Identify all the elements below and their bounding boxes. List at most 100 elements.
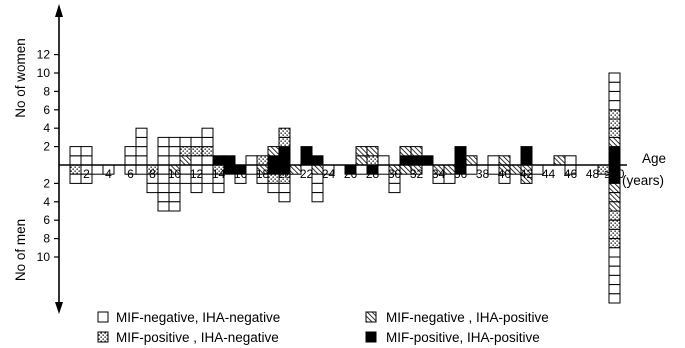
bar-block-women-age-50-black <box>608 155 621 166</box>
bar-block-men-age-14-white <box>212 182 225 194</box>
bar-block-men-age-50-white <box>608 256 621 267</box>
y-tick-label-women: 10 <box>37 66 51 80</box>
bar-block-men-age-9-white <box>157 201 170 212</box>
bar-block-women-age-10-white <box>168 155 181 166</box>
bar-block-men-age-20-white <box>278 192 291 203</box>
bar-block-women-age-37-hatched <box>465 155 478 166</box>
y-tick-label-women: 4 <box>43 121 50 135</box>
bar-block-men-age-3-white <box>91 164 104 175</box>
bar-block-women-age-50-black <box>608 146 621 157</box>
bar-block-women-age-13-dotted <box>201 146 214 157</box>
bar-block-women-age-28-dotted <box>366 155 379 166</box>
bar-block-women-age-12-white <box>190 136 203 148</box>
bar-block-women-age-1-white <box>69 155 82 166</box>
bar-block-men-age-1-dotted <box>69 164 82 175</box>
bar-block-women-age-15-black <box>223 155 236 166</box>
bar-block-women-age-50-white <box>608 81 621 92</box>
bar-block-women-age-42-black <box>520 146 533 157</box>
bar-block-women-age-40-hatched <box>498 155 511 166</box>
x-tick-label: 18 <box>256 167 270 181</box>
x-tick-label: 42 <box>520 167 534 181</box>
bar-block-men-age-50-white <box>608 265 621 276</box>
bar-block-women-age-7-white <box>135 136 148 148</box>
bar-block-women-age-19-black <box>267 155 280 166</box>
legend-label: MIF-negative, IHA-negative <box>116 310 280 325</box>
x-tick-label: 38 <box>476 167 490 181</box>
x-tick-label: 20 <box>278 167 292 181</box>
legend-item-mif-pos-iha-neg: MIF-positive , IHA-negative <box>97 330 279 345</box>
bar-block-women-age-2-white <box>80 146 93 157</box>
bar-block-men-age-30-white <box>388 182 401 194</box>
bar-block-men-age-50-dotted <box>608 219 621 230</box>
bar-block-men-age-40-white <box>498 173 511 184</box>
x-tick-label: 34 <box>432 167 446 181</box>
x-tick-label: 12 <box>190 167 204 181</box>
y-axis-arrow-top <box>55 4 63 17</box>
bar-block-women-age-2-white <box>80 155 93 166</box>
bar-block-men-age-35-white <box>443 173 456 184</box>
bar-block-women-age-50-white <box>608 72 621 83</box>
x-tick-label: 8 <box>149 167 156 181</box>
bar-block-women-age-9-white <box>157 136 170 148</box>
bar-block-women-age-50-dotted <box>608 127 621 138</box>
bar-block-men-age-50-hatched <box>608 182 621 194</box>
x-tick-label: 4 <box>105 167 112 181</box>
bar-block-men-age-42-hatched <box>520 173 533 184</box>
bar-block-women-age-11-white <box>179 136 192 148</box>
bar-block-women-age-22-black <box>300 146 313 157</box>
bar-block-men-age-8-white <box>146 182 159 194</box>
bar-block-women-age-20-dotted <box>278 127 291 138</box>
x-tick-label: 36 <box>454 167 468 181</box>
bar-block-men-age-50-dotted <box>608 228 621 240</box>
bar-block-women-age-22-black <box>300 155 313 166</box>
x-tick-label: 22 <box>300 167 314 181</box>
y-axis-title-women: No of women <box>13 38 28 118</box>
x-tick-label: 10 <box>168 167 182 181</box>
bar-block-women-age-50-white <box>608 100 621 111</box>
bar-block-women-age-28-hatched <box>366 146 379 157</box>
bar-block-women-age-6-white <box>124 155 137 166</box>
x-tick-label: 48 <box>586 167 600 181</box>
x-tick-label: 44 <box>542 167 556 181</box>
y-tick-label-women: 6 <box>43 103 50 117</box>
y-tick-label-men: 2 <box>43 176 50 190</box>
legend-item-mif-neg-iha-neg: MIF-negative, IHA-negative <box>97 310 280 325</box>
x-tick-label: 30 <box>388 167 402 181</box>
bar-block-men-age-23-white <box>311 182 324 194</box>
bar-block-women-age-13-white <box>201 155 214 166</box>
bar-block-men-age-50-dotted <box>608 238 621 249</box>
x-tick-label: 32 <box>410 167 424 181</box>
bar-block-men-age-23-white <box>311 192 324 203</box>
y-tick-label-women: 12 <box>37 48 51 62</box>
x-tick-label: 46 <box>564 167 578 181</box>
x-tick-label: 14 <box>212 167 226 181</box>
bar-block-men-age-10-white <box>168 192 181 203</box>
y-tick-label-men: 4 <box>43 195 50 209</box>
bar-block-women-age-11-hatched <box>179 155 192 166</box>
bar-block-women-age-13-white <box>201 136 214 148</box>
x-tick-label: 2 <box>83 167 90 181</box>
bar-block-men-age-2-white <box>80 173 93 184</box>
bar-block-women-age-31-black <box>399 155 412 166</box>
x-axis-title-years: (years) <box>622 173 664 188</box>
bar-block-women-age-50-white <box>608 90 621 102</box>
bar-block-men-age-1-white <box>69 173 82 184</box>
bar-block-women-age-36-black <box>454 146 467 157</box>
x-axis-title-age: Age <box>642 151 666 166</box>
legend-label: MIF-positive, IHA-positive <box>386 330 540 345</box>
bar-block-women-age-11-dotted <box>179 146 192 157</box>
x-tick-label: 24 <box>322 167 336 181</box>
bar-block-women-age-12-dotted <box>190 146 203 157</box>
bars <box>69 72 621 304</box>
legend-label: MIF-negative , IHA-positive <box>386 310 549 325</box>
bar-block-women-age-45-hatched <box>553 155 566 166</box>
bar-block-women-age-12-white <box>190 155 203 166</box>
bar-block-men-age-16-white <box>234 173 247 184</box>
bar-block-women-age-7-white <box>135 155 148 166</box>
bar-block-women-age-31-hatched <box>399 146 412 157</box>
x-tick-label: 6 <box>127 167 134 181</box>
y-axis-arrow-bottom <box>55 302 63 314</box>
bar-block-women-age-50-dotted <box>608 109 621 120</box>
x-tick-label: 26 <box>344 167 358 181</box>
bar-block-women-age-32-hatched <box>410 146 423 157</box>
